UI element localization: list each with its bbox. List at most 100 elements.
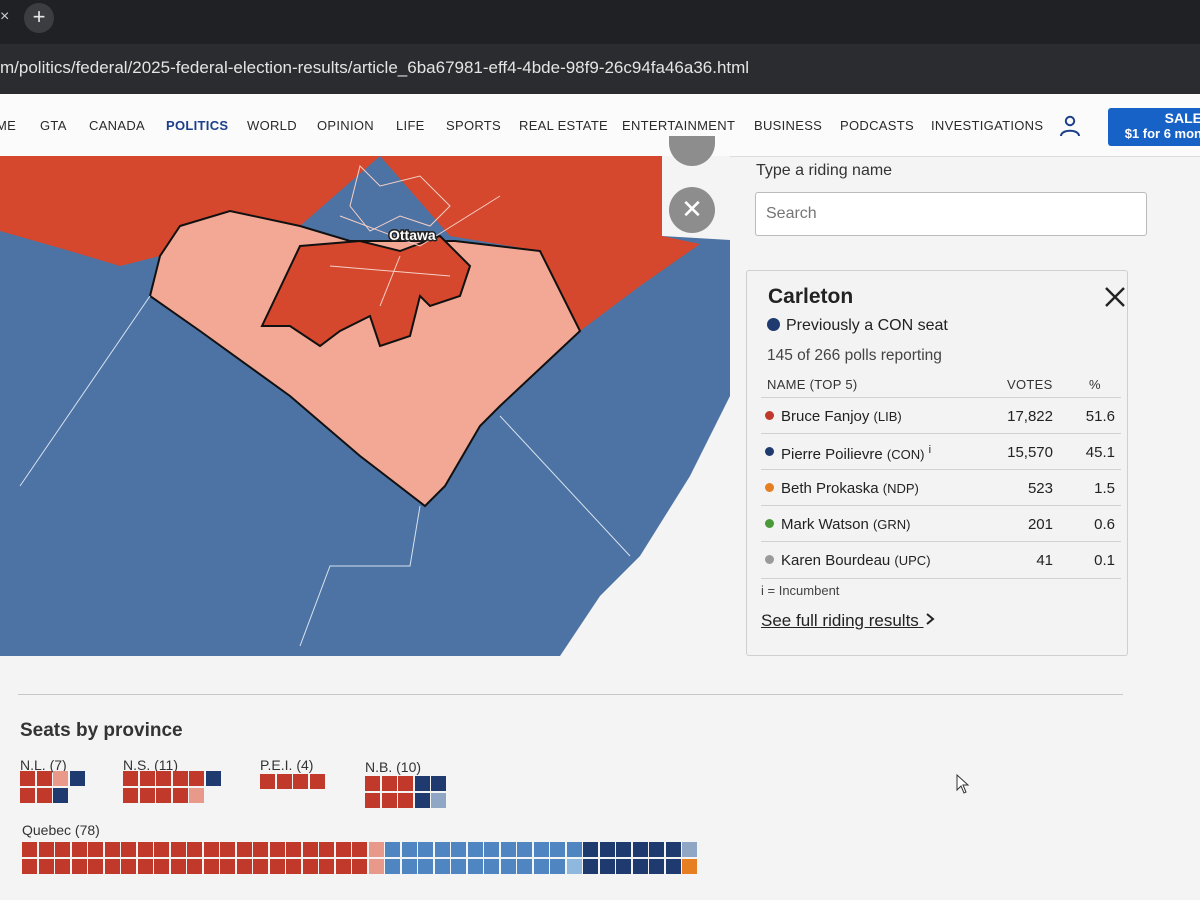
seat-square <box>401 858 417 874</box>
seat-square <box>22 858 37 874</box>
nav-item-canada[interactable]: CANADA <box>89 118 145 133</box>
seat-square <box>269 858 285 874</box>
seat-square <box>398 776 413 791</box>
seat-square <box>365 776 380 791</box>
seat-square <box>236 858 252 874</box>
nav-item-real-estate[interactable]: REAL ESTATE <box>519 118 609 133</box>
seat-square <box>500 842 516 857</box>
seat-square <box>286 858 301 874</box>
candidate-name: Mark Watson (GRN) <box>781 516 911 533</box>
party-dot-icon <box>765 519 774 528</box>
full-results-link-text[interactable]: See full riding results <box>761 611 919 630</box>
province-label: P.E.I. (4) <box>260 757 314 773</box>
seat-square <box>69 771 85 786</box>
riding-map[interactable]: Ottawa <box>0 156 730 656</box>
column-header-name: NAME (TOP 5) <box>767 377 858 392</box>
seat-square <box>38 858 54 874</box>
nav-item-sports[interactable]: SPORTS <box>446 118 502 133</box>
seat-square <box>566 842 582 857</box>
party-dot-icon <box>765 555 774 564</box>
column-header-votes: VOTES <box>1007 377 1053 392</box>
seat-square <box>139 787 155 803</box>
seat-square <box>649 858 664 874</box>
map-close-button[interactable]: ✕ <box>669 187 715 233</box>
seat-square <box>137 842 153 857</box>
map-liberal-region-west[interactable] <box>0 156 380 266</box>
candidate-votes: 17,822 <box>1007 408 1053 425</box>
seat-square <box>189 771 204 786</box>
nav-item-opinion[interactable]: OPINION <box>317 118 374 133</box>
tab-close-icon[interactable]: × <box>0 8 10 25</box>
subscribe-sale-button[interactable]: SALE $1 for 6 mon <box>1108 108 1200 146</box>
candidate-percent: 0.1 <box>1094 552 1115 569</box>
seat-square <box>139 771 155 786</box>
seat-square <box>53 787 68 803</box>
seat-square <box>599 858 615 874</box>
url-text[interactable]: m/politics/federal/2025-federal-election… <box>0 58 750 77</box>
seat-square <box>88 858 103 874</box>
province-label: N.B. (10) <box>365 759 422 775</box>
seat-square <box>286 842 301 857</box>
seat-square <box>172 787 188 803</box>
candidate-votes: 523 <box>1027 480 1053 497</box>
province-label: N.L. (7) <box>20 757 67 773</box>
seat-square <box>319 858 334 874</box>
seat-square <box>319 842 334 857</box>
seat-square <box>352 842 367 857</box>
nav-item-investigations[interactable]: INVESTIGATIONS <box>931 118 1044 133</box>
nav-item-politics[interactable]: POLITICS <box>166 118 229 133</box>
seat-square <box>156 787 171 803</box>
full-results-link[interactable]: See full riding results <box>761 611 936 631</box>
browser-tab-strip: × + <box>0 0 1200 44</box>
seat-square <box>632 858 648 874</box>
candidate-row: Bruce Fanjoy (LIB) 17,822 51.6 <box>761 397 1121 434</box>
seat-square <box>123 787 138 803</box>
nav-item-podcasts[interactable]: PODCASTS <box>840 118 914 133</box>
nav-item-home[interactable]: ME <box>0 118 17 133</box>
seat-square <box>309 774 325 789</box>
seat-square <box>484 858 499 874</box>
nav-item-life[interactable]: LIFE <box>396 118 425 133</box>
seat-square <box>55 858 70 874</box>
nav-item-business[interactable]: BUSINESS <box>754 118 823 133</box>
chevron-right-icon <box>925 613 935 625</box>
seat-square <box>260 774 275 789</box>
map-liberal-region-east[interactable] <box>0 156 700 331</box>
seat-square <box>434 842 450 857</box>
seat-square <box>253 858 268 874</box>
seat-square <box>302 842 318 857</box>
seat-square <box>616 858 631 874</box>
seat-square <box>220 858 235 874</box>
seat-square <box>649 842 664 857</box>
column-header-percent: % <box>1089 377 1101 392</box>
nav-item-world[interactable]: WORLD <box>247 118 297 133</box>
seat-square <box>385 858 400 874</box>
candidate-row: Karen Bourdeau (UPC) 41 0.1 <box>761 541 1121 579</box>
seat-square <box>22 842 37 857</box>
seat-square <box>187 858 202 874</box>
seat-square <box>550 858 565 874</box>
user-icon[interactable] <box>1058 114 1082 138</box>
nav-item-entertainment[interactable]: ENTERTAINMENT <box>622 118 736 133</box>
seat-square <box>566 858 582 874</box>
seat-square <box>20 787 35 803</box>
nav-item-gta[interactable]: GTA <box>40 118 67 133</box>
close-icon[interactable] <box>1103 285 1127 309</box>
seat-square <box>550 842 565 857</box>
mouse-cursor-icon <box>956 774 970 794</box>
seat-square <box>335 842 351 857</box>
riding-search-input[interactable] <box>755 192 1147 236</box>
sale-offer: $1 for 6 mon <box>1124 126 1200 141</box>
seat-square <box>352 858 367 874</box>
seat-square <box>583 858 598 874</box>
candidate-percent: 45.1 <box>1085 444 1115 461</box>
party-dot-icon <box>765 411 774 420</box>
new-tab-button[interactable]: + <box>24 3 54 33</box>
map-ottawa-urban-ridings[interactable] <box>260 234 472 348</box>
map-carleton-riding[interactable] <box>148 209 582 508</box>
candidate-percent: 1.5 <box>1094 480 1115 497</box>
site-nav: ME GTA CANADA POLITICS WORLD OPINION LIF… <box>0 94 1200 157</box>
address-bar[interactable]: m/politics/federal/2025-federal-election… <box>0 44 1200 94</box>
seats-by-province-title: Seats by province <box>20 720 183 741</box>
map-riding-boundary <box>19 295 631 647</box>
